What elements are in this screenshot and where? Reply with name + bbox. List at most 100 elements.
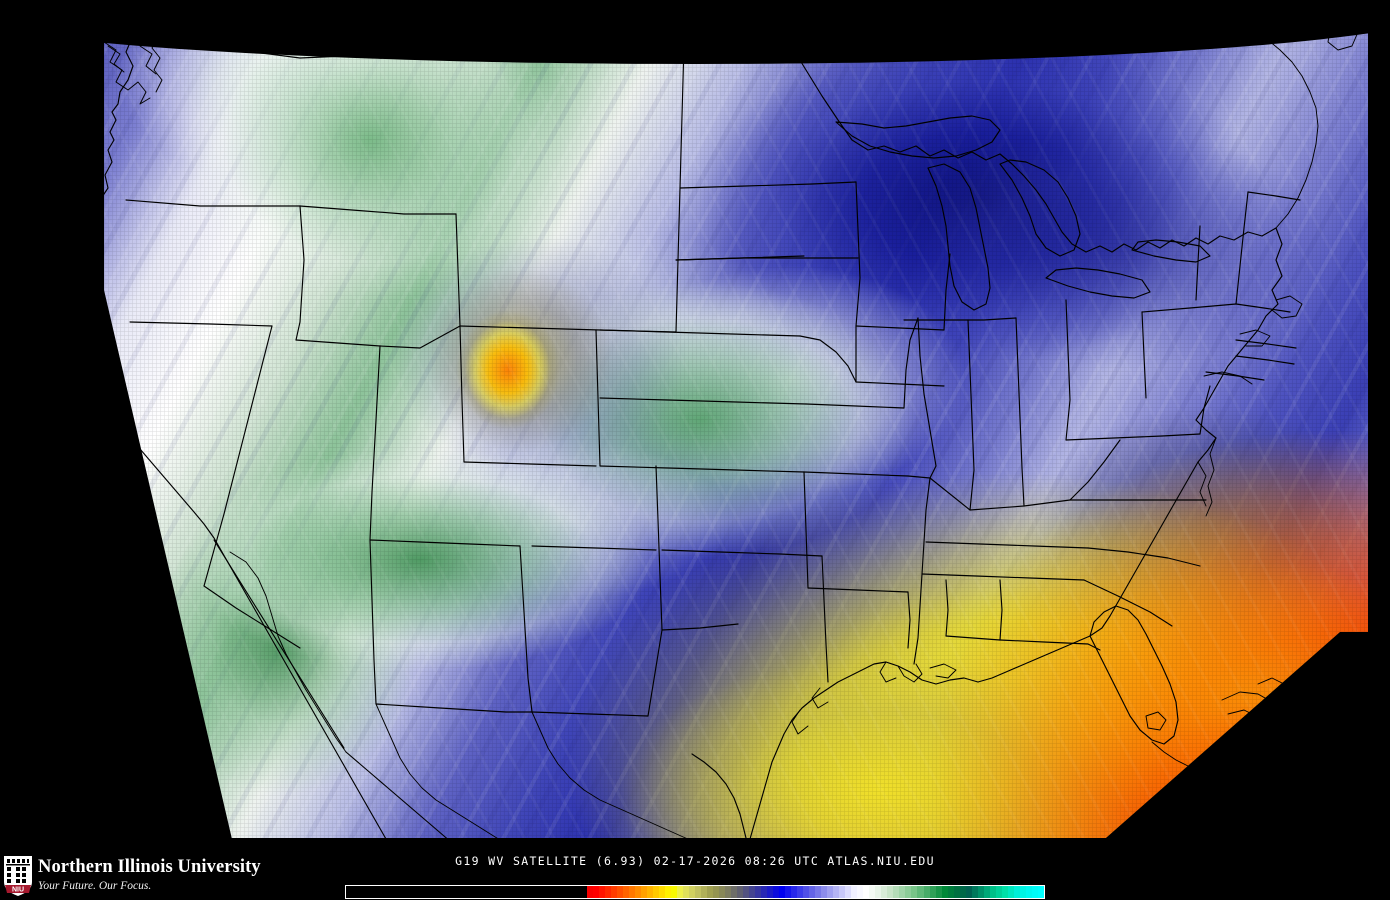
colorbar-swatch-95 xyxy=(917,886,924,898)
colorbar-swatch-12 xyxy=(418,886,425,898)
colorbar-swatch-7 xyxy=(388,886,395,898)
colorbar-swatch-53 xyxy=(664,886,671,898)
colorbar-swatch-61 xyxy=(712,886,719,898)
colorbar-swatch-89 xyxy=(881,886,888,898)
colorbar-swatch-105 xyxy=(977,886,984,898)
colorbar-swatch-94 xyxy=(911,886,918,898)
colorbar-swatch-47 xyxy=(628,886,635,898)
colorbar-gradient xyxy=(346,886,1044,898)
colorbar-swatch-87 xyxy=(869,886,876,898)
satellite-product-title: G19 WV SATELLITE (6.93) 02-17-2026 08:26… xyxy=(455,854,935,868)
colorbar-swatch-59 xyxy=(700,886,707,898)
colorbar-swatch-25 xyxy=(496,886,503,898)
colorbar-swatch-64 xyxy=(731,886,738,898)
university-tagline: Your Future. Our Focus. xyxy=(38,880,152,892)
colorbar-swatch-30 xyxy=(526,886,533,898)
colorbar-swatch-11 xyxy=(412,886,419,898)
colorbar-swatch-22 xyxy=(478,886,485,898)
colorbar-swatch-69 xyxy=(761,886,768,898)
colorbar xyxy=(345,885,1045,899)
colorbar-swatch-63 xyxy=(724,886,731,898)
colorbar-swatch-55 xyxy=(676,886,683,898)
colorbar-swatch-23 xyxy=(484,886,491,898)
colorbar-swatch-24 xyxy=(490,886,497,898)
colorbar-swatch-67 xyxy=(749,886,756,898)
colorbar-swatch-62 xyxy=(718,886,725,898)
colorbar-swatch-29 xyxy=(520,886,527,898)
colorbar-swatch-10 xyxy=(406,886,413,898)
colorbar-swatch-54 xyxy=(670,886,677,898)
colorbar-swatch-65 xyxy=(737,886,744,898)
colorbar-swatch-76 xyxy=(803,886,810,898)
colorbar-swatch-98 xyxy=(935,886,942,898)
colorbar-swatch-56 xyxy=(682,886,689,898)
colorbar-swatch-96 xyxy=(923,886,930,898)
colorbar-swatch-97 xyxy=(929,886,936,898)
colorbar-swatch-58 xyxy=(694,886,701,898)
colorbar-swatch-101 xyxy=(953,886,960,898)
university-name: Northern Illinois University xyxy=(38,857,261,877)
colorbar-swatch-48 xyxy=(634,886,641,898)
colorbar-swatch-100 xyxy=(947,886,954,898)
colorbar-swatch-16 xyxy=(442,886,449,898)
colorbar-swatch-31 xyxy=(532,886,539,898)
colorbar-swatch-57 xyxy=(688,886,695,898)
niu-shield-icon: NIU xyxy=(4,856,32,896)
colorbar-swatch-46 xyxy=(622,886,629,898)
colorbar-swatch-73 xyxy=(785,886,792,898)
colorbar-swatch-110 xyxy=(1007,886,1014,898)
colorbar-swatch-66 xyxy=(743,886,750,898)
colorbar-swatch-85 xyxy=(857,886,864,898)
colorbar-swatch-35 xyxy=(556,886,563,898)
colorbar-swatch-45 xyxy=(616,886,623,898)
colorbar-swatch-99 xyxy=(941,886,948,898)
colorbar-swatch-60 xyxy=(706,886,713,898)
colorbar-swatch-17 xyxy=(448,886,455,898)
limb-cutoff-bottom xyxy=(0,838,1390,852)
colorbar-swatch-52 xyxy=(658,886,665,898)
colorbar-swatch-37 xyxy=(568,886,575,898)
colorbar-swatch-86 xyxy=(863,886,870,898)
colorbar-swatch-107 xyxy=(989,886,996,898)
colorbar-swatch-93 xyxy=(905,886,912,898)
colorbar-swatch-27 xyxy=(508,886,515,898)
colorbar-swatch-88 xyxy=(875,886,882,898)
colorbar-swatch-68 xyxy=(755,886,762,898)
colorbar-swatch-8 xyxy=(394,886,401,898)
colorbar-swatch-112 xyxy=(1019,886,1026,898)
colorbar-swatch-109 xyxy=(1001,886,1008,898)
colorbar-swatch-103 xyxy=(965,886,972,898)
colorbar-swatch-6 xyxy=(382,886,389,898)
colorbar-swatch-90 xyxy=(887,886,894,898)
colorbar-swatch-72 xyxy=(779,886,786,898)
colorbar-swatch-2 xyxy=(358,886,365,898)
colorbar-swatch-21 xyxy=(472,886,479,898)
colorbar-swatch-38 xyxy=(574,886,581,898)
niu-wordmark: Northern Illinois University Your Future… xyxy=(38,856,261,893)
colorbar-swatch-113 xyxy=(1025,886,1032,898)
colorbar-swatch-106 xyxy=(983,886,990,898)
colorbar-swatch-51 xyxy=(652,886,659,898)
colorbar-swatch-115 xyxy=(1037,886,1044,898)
colorbar-swatch-0 xyxy=(346,886,353,898)
colorbar-swatch-91 xyxy=(893,886,900,898)
colorbar-swatch-28 xyxy=(514,886,521,898)
colorbar-swatch-43 xyxy=(604,886,611,898)
colorbar-swatch-39 xyxy=(580,886,587,898)
colorbar-swatch-108 xyxy=(995,886,1002,898)
colorbar-swatch-78 xyxy=(815,886,822,898)
colorbar-swatch-49 xyxy=(640,886,647,898)
colorbar-swatch-70 xyxy=(767,886,774,898)
colorbar-swatch-4 xyxy=(370,886,377,898)
footer-bar: NIU Northern Illinois University Your Fu… xyxy=(0,852,1390,900)
colorbar-swatch-75 xyxy=(797,886,804,898)
colorbar-swatch-74 xyxy=(791,886,798,898)
colorbar-swatch-15 xyxy=(436,886,443,898)
colorbar-swatch-1 xyxy=(352,886,359,898)
satellite-image-canvas xyxy=(0,0,1390,852)
colorbar-swatch-42 xyxy=(598,886,605,898)
colorbar-swatch-77 xyxy=(809,886,816,898)
colorbar-swatch-111 xyxy=(1013,886,1020,898)
colorbar-swatch-82 xyxy=(839,886,846,898)
pixelation-texture xyxy=(0,0,1390,852)
